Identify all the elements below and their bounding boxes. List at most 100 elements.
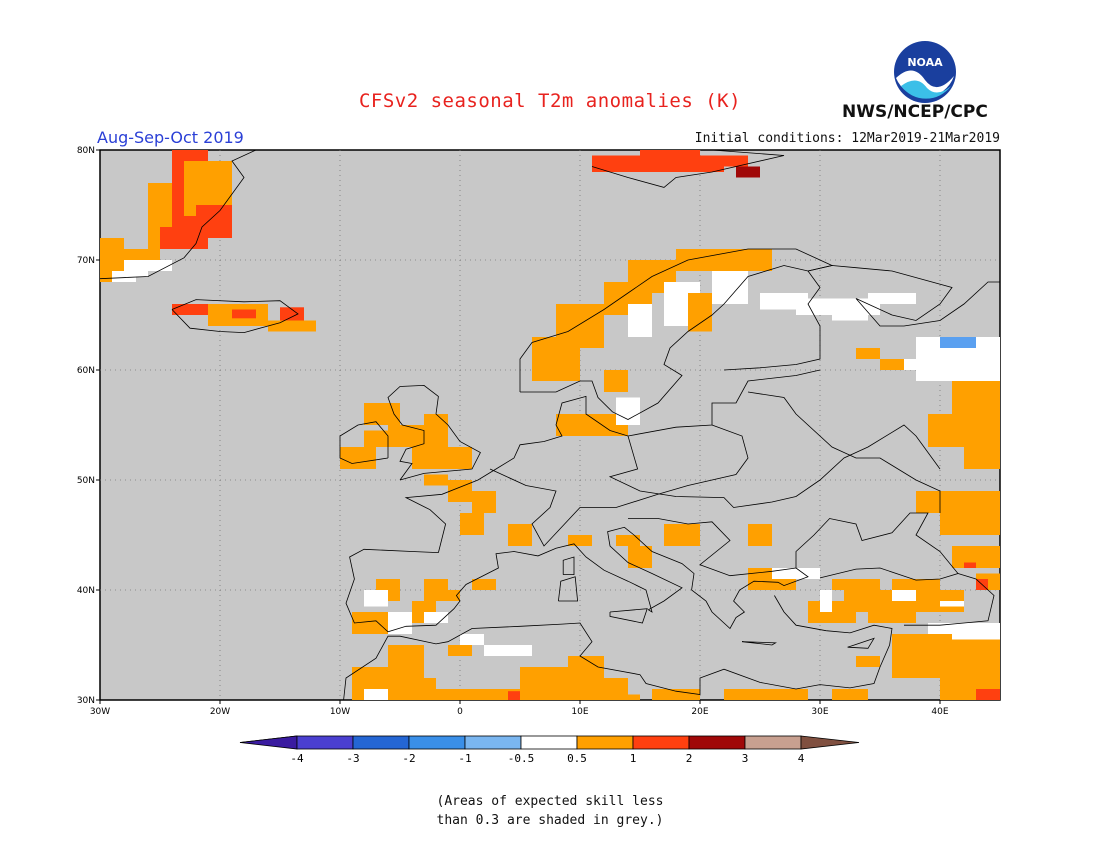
anomaly-cell xyxy=(832,304,868,321)
coastline-path xyxy=(489,424,749,547)
initial-conditions: Initial conditions: 12Mar2019-21Mar2019 xyxy=(694,131,1000,146)
coastline-path xyxy=(345,512,959,633)
anomaly-cell xyxy=(568,656,604,678)
anomaly-cell xyxy=(172,304,208,315)
lat-tick-label: 50N xyxy=(77,476,95,486)
colorbar-label: -2 xyxy=(402,752,415,765)
anomaly-cell xyxy=(508,645,532,656)
anomaly-cell xyxy=(940,601,964,607)
coastlines xyxy=(99,149,1000,701)
anomaly-cell xyxy=(364,590,388,607)
anomaly-cell xyxy=(472,491,496,513)
coastline-path xyxy=(904,573,995,626)
coastline-path xyxy=(404,369,821,553)
lon-tick-label: 20E xyxy=(691,707,708,717)
anomaly-cell xyxy=(148,260,172,271)
anomaly-cells xyxy=(100,150,1000,700)
colorbar-arrow-low-edge xyxy=(239,735,298,750)
lat-tick-label: 60N xyxy=(77,366,95,376)
coastline-path xyxy=(387,384,481,481)
coastline-path xyxy=(343,595,893,701)
anomaly-cell xyxy=(412,447,472,469)
anomaly-cell xyxy=(388,645,424,678)
coastline-path xyxy=(608,424,941,508)
anomaly-cell xyxy=(892,656,916,678)
coastline-path xyxy=(562,556,575,575)
noaa-logo: NOAA xyxy=(894,41,956,103)
lon-tick-label: 40E xyxy=(931,707,948,717)
anomaly-cell xyxy=(820,590,832,612)
colorbar-swatch xyxy=(632,735,690,750)
anomaly-cell xyxy=(868,293,916,304)
anomaly-cell xyxy=(448,480,472,502)
colorbar-swatch xyxy=(576,735,634,750)
anomaly-cell xyxy=(280,307,304,321)
lat-tick-label: 70N xyxy=(77,256,95,266)
coastline-path xyxy=(723,265,1000,371)
lon-tick-label: 30E xyxy=(811,707,828,717)
map-title: CFSv2 seasonal T2m anomalies (K) xyxy=(358,90,742,112)
anomaly-cell xyxy=(508,524,532,546)
anomaly-cell xyxy=(628,546,652,568)
anomaly-cell xyxy=(736,166,760,178)
anomaly-cell xyxy=(724,689,772,700)
coastline-path xyxy=(99,149,257,280)
anomaly-cell xyxy=(616,535,640,546)
anomaly-cell xyxy=(952,634,1000,640)
agency-label: NWS/NCEP/CPC xyxy=(842,102,988,122)
anomaly-cell xyxy=(472,579,496,590)
anomaly-cell xyxy=(832,689,868,700)
colorbar-label: -0.5 xyxy=(508,752,535,765)
anomaly-cell xyxy=(364,430,388,447)
anomaly-cell xyxy=(364,689,388,700)
anomaly-cell xyxy=(412,678,436,700)
lon-tick-label: 20W xyxy=(210,707,230,717)
colorbar-swatch xyxy=(296,735,354,750)
coastline-path xyxy=(339,421,389,464)
anomaly-cell xyxy=(460,513,484,535)
anomaly-cell xyxy=(748,524,772,546)
anomaly-cell xyxy=(484,645,508,656)
anomaly-cell xyxy=(568,535,592,546)
anomaly-cell xyxy=(640,150,700,161)
anomaly-cell xyxy=(616,694,640,700)
colorbar-label: 0.5 xyxy=(567,752,587,765)
anomaly-cell xyxy=(424,579,448,601)
coastline-path xyxy=(747,391,941,513)
anomaly-cell xyxy=(424,612,448,623)
colorbar-swatch xyxy=(464,735,522,750)
anomaly-cell xyxy=(388,425,424,447)
anomaly-cell xyxy=(928,623,1000,634)
anomaly-cell xyxy=(964,337,976,348)
coastline-path xyxy=(558,576,579,602)
anomaly-cell xyxy=(448,590,460,601)
anomaly-cell xyxy=(604,370,628,392)
anomaly-cell xyxy=(460,634,484,645)
anomaly-cell xyxy=(772,689,808,700)
anomaly-cell xyxy=(364,403,400,425)
anomaly-cell xyxy=(340,447,376,469)
anomaly-cell xyxy=(880,359,904,370)
anomaly-cell xyxy=(268,320,316,332)
colorbar-swatch xyxy=(688,735,746,750)
lat-tick-label: 30N xyxy=(77,696,95,706)
anomaly-cell xyxy=(436,689,508,700)
lon-tick-label: 0 xyxy=(457,707,463,717)
anomaly-cell xyxy=(940,513,1000,535)
anomaly-cell xyxy=(652,689,700,700)
coastline-path xyxy=(628,518,797,577)
skill-footnote: (Areas of expected skill less than 0.3 a… xyxy=(0,792,1100,830)
anomaly-cell xyxy=(964,562,976,568)
forecast-period: Aug-Sep-Oct 2019 xyxy=(97,128,244,147)
anomaly-cell xyxy=(856,656,880,667)
coastline-path xyxy=(171,299,299,334)
lat-tick-label: 40N xyxy=(77,586,95,596)
anomaly-cell xyxy=(988,689,1000,700)
colorbar-swatch xyxy=(744,735,802,750)
colorbar-label: -4 xyxy=(290,752,304,765)
anomaly-cell xyxy=(976,689,988,700)
colorbar-swatch xyxy=(520,735,578,750)
anomaly-cell xyxy=(712,271,748,304)
